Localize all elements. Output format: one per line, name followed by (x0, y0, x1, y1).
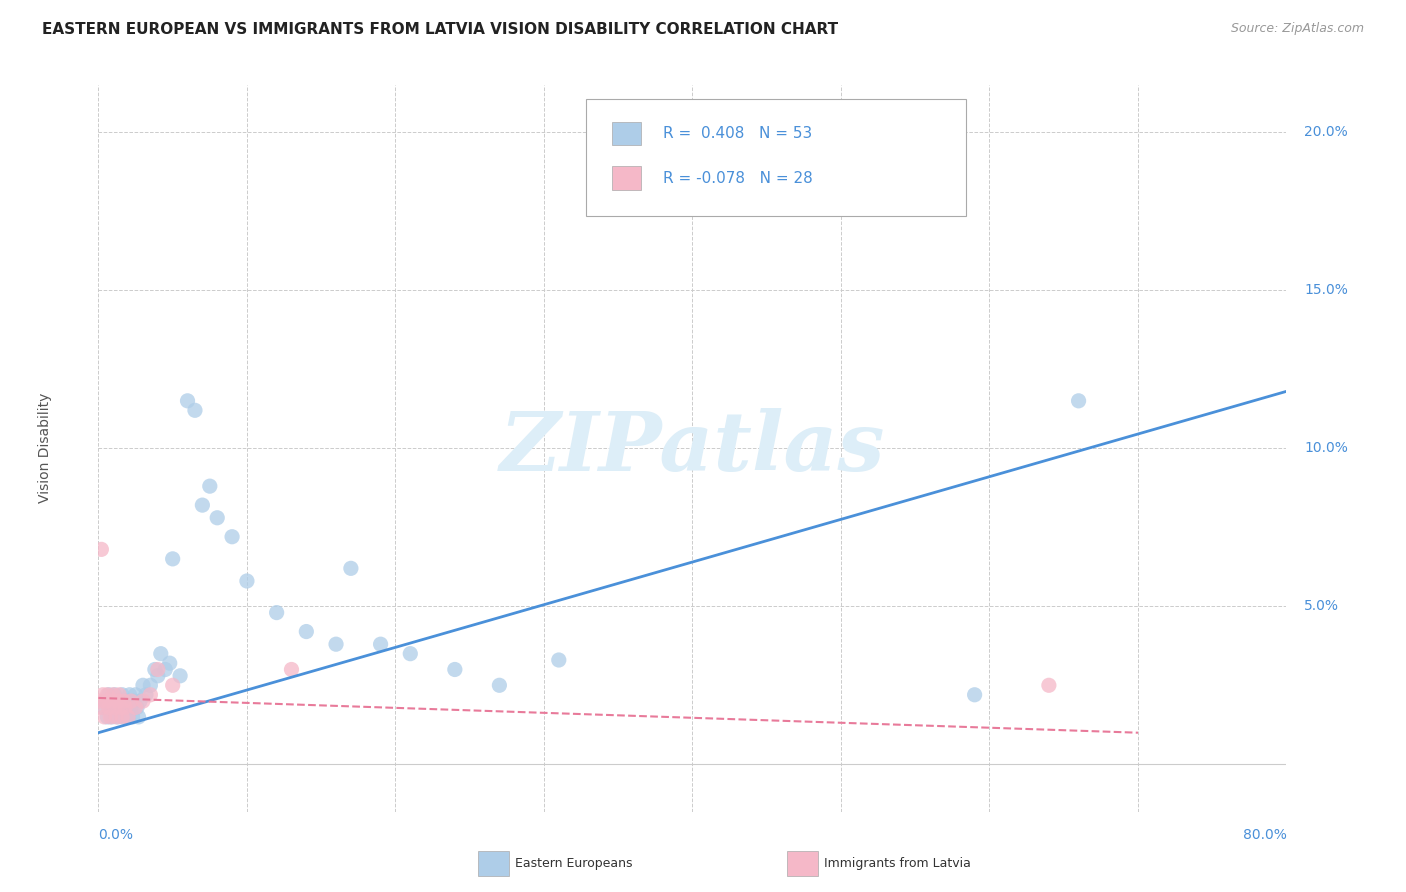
Text: 5.0%: 5.0% (1305, 599, 1340, 614)
Point (94, 694, 117, 708)
Text: EASTERN EUROPEAN VS IMMIGRANTS FROM LATVIA VISION DISABILITY CORRELATION CHART: EASTERN EUROPEAN VS IMMIGRANTS FROM LATV… (42, 22, 838, 37)
Point (104, 688, 127, 702)
Point (295, 624, 318, 639)
Point (149, 647, 172, 661)
Point (107, 710, 129, 724)
Point (184, 403, 207, 417)
Point (104, 700, 127, 714)
Point (121, 710, 143, 724)
Text: 10.0%: 10.0% (1305, 442, 1348, 455)
Point (280, 663, 302, 677)
Point (91, 688, 114, 702)
Text: Vision Disability: Vision Disability (38, 393, 52, 503)
Point (266, 606, 288, 620)
Point (111, 688, 134, 702)
Point (101, 694, 124, 708)
Point (143, 663, 166, 677)
Point (98, 700, 121, 714)
FancyBboxPatch shape (612, 121, 641, 145)
Point (162, 678, 184, 692)
Point (1067, 393, 1090, 408)
Point (114, 700, 136, 714)
Point (128, 710, 150, 724)
Point (118, 688, 141, 702)
Point (132, 678, 155, 692)
Point (112, 694, 135, 708)
Point (90, 542, 112, 557)
Point (236, 574, 259, 588)
Point (90, 700, 112, 714)
Point (125, 700, 148, 714)
Point (91, 700, 114, 714)
Point (103, 694, 125, 708)
Point (129, 694, 152, 708)
Point (159, 656, 181, 670)
Point (146, 669, 169, 683)
Point (120, 700, 142, 714)
Point (370, 637, 392, 651)
Point (198, 479, 221, 493)
Point (89, 694, 111, 708)
Point (340, 561, 363, 575)
Point (169, 669, 191, 683)
Text: 80.0%: 80.0% (1243, 828, 1286, 841)
Point (139, 688, 162, 702)
Point (103, 688, 125, 702)
Text: Source: ZipAtlas.com: Source: ZipAtlas.com (1230, 22, 1364, 36)
Point (155, 663, 177, 677)
FancyBboxPatch shape (612, 167, 641, 190)
FancyBboxPatch shape (585, 99, 966, 216)
Point (97, 700, 120, 714)
Point (93, 710, 115, 724)
Text: Eastern Europeans: Eastern Europeans (515, 857, 633, 870)
Text: 20.0%: 20.0% (1305, 125, 1348, 139)
Text: 0.0%: 0.0% (98, 828, 134, 841)
Text: ZIPatlas: ZIPatlas (499, 409, 886, 488)
Point (110, 700, 132, 714)
Point (135, 688, 157, 702)
Point (176, 393, 198, 408)
Point (120, 694, 142, 708)
Point (94, 694, 117, 708)
Text: Immigrants from Latvia: Immigrants from Latvia (824, 857, 970, 870)
Point (146, 663, 169, 677)
Point (399, 647, 422, 661)
Text: R = -0.078   N = 28: R = -0.078 N = 28 (662, 170, 813, 186)
Point (114, 700, 136, 714)
Point (105, 700, 128, 714)
Point (205, 510, 228, 524)
Point (98, 710, 121, 724)
Point (107, 694, 129, 708)
Point (162, 552, 184, 566)
Point (117, 710, 139, 724)
Point (115, 694, 138, 708)
Point (443, 663, 465, 677)
Point (1038, 678, 1060, 692)
Point (191, 498, 214, 512)
Point (122, 694, 145, 708)
Point (325, 637, 347, 651)
Point (112, 710, 135, 724)
Point (101, 710, 124, 724)
Point (124, 688, 146, 702)
Text: 15.0%: 15.0% (1305, 283, 1348, 297)
Point (221, 530, 243, 544)
Point (110, 700, 132, 714)
Point (124, 700, 146, 714)
Point (105, 710, 128, 724)
Point (108, 688, 131, 702)
Point (111, 710, 134, 724)
Point (963, 688, 986, 702)
Point (139, 678, 162, 692)
Point (97, 688, 120, 702)
Point (108, 694, 131, 708)
Point (488, 678, 510, 692)
Point (132, 694, 155, 708)
Text: R =  0.408   N = 53: R = 0.408 N = 53 (662, 126, 813, 141)
Point (96, 688, 118, 702)
Point (547, 653, 569, 667)
Point (96, 710, 118, 724)
Point (117, 710, 139, 724)
